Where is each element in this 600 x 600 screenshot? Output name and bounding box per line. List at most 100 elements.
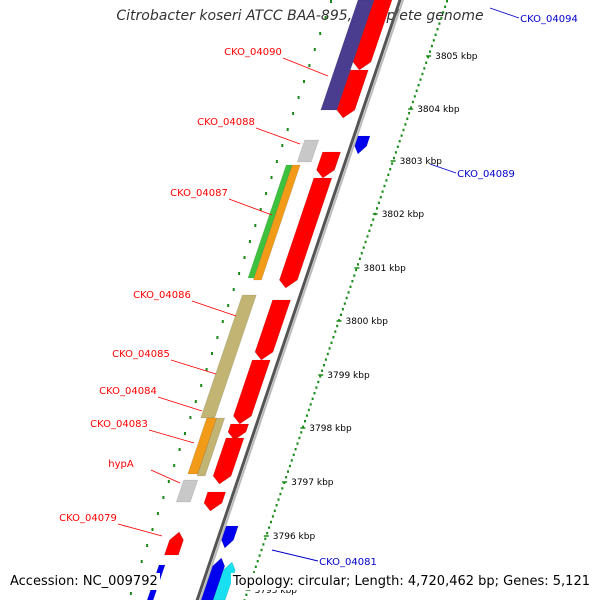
tick-dot: [379, 196, 382, 199]
tick-dot: [444, 5, 447, 8]
tick-dot: [328, 347, 331, 350]
gene-label-cko_04084[interactable]: CKO_04084: [99, 386, 157, 397]
gene-label-cko_04089[interactable]: CKO_04089: [457, 169, 515, 180]
tick-dot: [305, 414, 308, 417]
tick-dot: [372, 218, 375, 221]
tick-dot: [184, 432, 186, 435]
gene-label-cko_04083[interactable]: CKO_04083: [90, 419, 148, 430]
gene-label-cko_04079[interactable]: CKO_04079: [59, 513, 117, 524]
gene-label-cko_04087[interactable]: CKO_04087: [170, 188, 228, 199]
gene-label-line: [282, 57, 329, 77]
tick-dot: [366, 235, 369, 238]
tick-dot: [264, 537, 267, 540]
tick-dot: [297, 96, 300, 99]
tick-dot: [162, 496, 165, 499]
tick-dot: [221, 320, 224, 323]
gene-label-line: [148, 429, 195, 444]
tick-dot: [205, 368, 208, 371]
forward-gene[interactable]: [233, 359, 271, 425]
gene-block-grey[interactable]: [175, 479, 199, 503]
gene-label-cko_04081[interactable]: CKO_04081: [319, 557, 377, 568]
tick-dot: [292, 453, 295, 456]
tick-dot: [256, 560, 259, 563]
tick-dot: [330, 341, 333, 344]
gene-label-cko_04090[interactable]: CKO_04090: [224, 47, 282, 58]
tick-dot: [404, 123, 407, 126]
kbp-tick-label: 3803 kbp: [400, 157, 443, 167]
tick-dot: [315, 386, 318, 389]
tick-dot: [349, 285, 352, 288]
gene-label-cko_04088[interactable]: CKO_04088: [197, 117, 255, 128]
tick-dot: [324, 16, 327, 19]
tick-dot: [294, 448, 297, 451]
tick-dot: [432, 39, 435, 42]
tick-dot: [243, 256, 246, 259]
tick-dot: [332, 336, 335, 339]
tick-dot: [377, 201, 380, 204]
tick-dot: [309, 403, 312, 406]
forward-gene[interactable]: [279, 177, 333, 289]
gene-block-grey[interactable]: [296, 139, 320, 163]
forward-gene[interactable]: [203, 491, 227, 512]
forward-gene[interactable]: [163, 531, 184, 556]
tick-dot: [313, 48, 316, 51]
kbp-tick-label: 3796 kbp: [273, 532, 316, 542]
gene-block-orange[interactable]: [252, 164, 301, 281]
tick-dot: [281, 487, 284, 490]
forward-gene[interactable]: [316, 151, 342, 179]
forward-gene[interactable]: [254, 299, 292, 361]
tick-dot: [438, 22, 441, 25]
tick-dot: [298, 436, 301, 440]
tick-dot: [268, 526, 271, 529]
tick-dot: [376, 207, 378, 210]
tick-dot: [340, 313, 342, 316]
gene-label-line: [157, 396, 203, 412]
gene-label-line: [170, 359, 217, 375]
tick-dot: [442, 11, 445, 14]
tick-dot: [362, 246, 365, 249]
tick-dot: [317, 380, 320, 384]
kbp-tick-label: 3804 kbp: [417, 105, 460, 115]
gene-label-line: [429, 163, 457, 174]
tick-dot: [336, 324, 339, 328]
tick-dot: [254, 565, 257, 568]
tick-dot: [370, 224, 373, 227]
gene-label-cko_04086[interactable]: CKO_04086: [133, 290, 191, 301]
gene-label-line: [228, 198, 273, 216]
forward-gene[interactable]: [212, 437, 245, 485]
tick-dot: [427, 56, 430, 59]
reverse-gene[interactable]: [354, 135, 371, 155]
tick-dot: [303, 80, 305, 83]
gene-label-cko_04094[interactable]: CKO_04094: [520, 14, 578, 25]
tick-dot: [419, 78, 422, 81]
tick-dot: [129, 592, 132, 595]
tick-dot: [360, 252, 363, 255]
tick-dot: [396, 145, 399, 148]
gene-label-hypa[interactable]: hypA: [108, 459, 134, 470]
tick-dot: [347, 291, 350, 294]
tick-dot: [270, 176, 273, 179]
forward-gene[interactable]: [227, 423, 250, 441]
tick-dot: [383, 184, 386, 188]
tick-dot: [434, 33, 437, 36]
tick-dot: [364, 240, 367, 244]
tick-dot: [248, 240, 251, 243]
reverse-gene-cyan[interactable]: [212, 561, 236, 600]
gene-block-purple[interactable]: [320, 0, 375, 111]
tick-dot: [321, 369, 324, 372]
tick-dot: [446, 0, 448, 3]
tick-dot: [326, 352, 329, 356]
reverse-gene[interactable]: [221, 525, 239, 549]
tick-dot: [410, 106, 412, 109]
gene-block-olive[interactable]: [196, 417, 226, 477]
tick-dot: [286, 128, 289, 131]
tick-dot: [323, 364, 325, 367]
tick-dot: [358, 257, 361, 260]
tick-dot: [245, 593, 248, 596]
tick-dot: [258, 554, 261, 557]
tick-dot: [252, 571, 255, 574]
gene-label-cko_04085[interactable]: CKO_04085: [112, 349, 170, 360]
tick-dot: [275, 504, 278, 507]
gene-block-green[interactable]: [247, 164, 293, 279]
